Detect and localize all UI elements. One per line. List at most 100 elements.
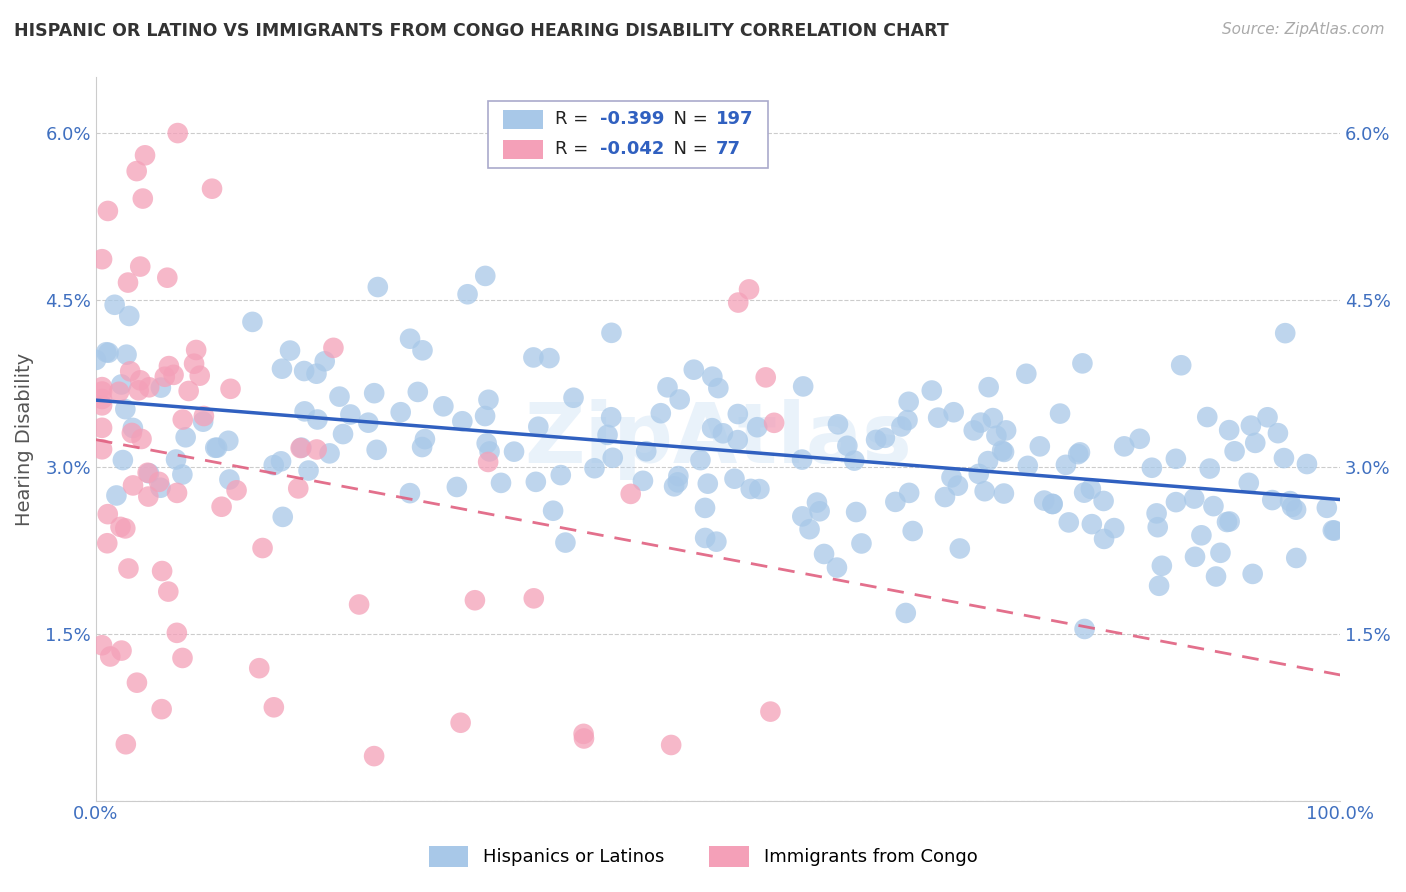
Point xyxy=(114,737,136,751)
Point xyxy=(550,468,572,483)
Point xyxy=(894,606,917,620)
Point xyxy=(695,531,717,545)
Point xyxy=(727,295,749,310)
Point xyxy=(122,478,145,492)
Point xyxy=(1296,457,1319,471)
Point xyxy=(121,425,143,440)
Point xyxy=(217,434,239,448)
Point xyxy=(172,467,194,482)
Point xyxy=(294,404,316,418)
Point xyxy=(1015,367,1038,381)
Point xyxy=(682,362,704,376)
Point xyxy=(583,461,606,475)
Point xyxy=(1184,549,1206,564)
Point xyxy=(1205,569,1227,583)
Point xyxy=(1150,558,1173,573)
Point xyxy=(825,560,848,574)
Point xyxy=(205,441,228,455)
Point xyxy=(297,464,319,478)
Point xyxy=(1114,439,1136,453)
Point xyxy=(711,426,734,441)
Point xyxy=(406,384,429,399)
Point xyxy=(1080,482,1102,496)
Point xyxy=(1219,515,1241,529)
Point xyxy=(91,380,114,394)
Point xyxy=(172,651,194,665)
Text: N =: N = xyxy=(662,140,714,158)
Point xyxy=(970,416,993,430)
Point xyxy=(399,332,422,346)
Point xyxy=(740,482,762,496)
Point xyxy=(1146,520,1168,534)
Point xyxy=(91,384,114,399)
Y-axis label: Hearing Disability: Hearing Disability xyxy=(15,352,34,525)
Point xyxy=(91,442,114,457)
Point xyxy=(188,368,211,383)
Point xyxy=(524,475,547,489)
Point xyxy=(211,500,233,514)
Point xyxy=(111,453,134,467)
Text: -0.042: -0.042 xyxy=(600,140,664,158)
Point xyxy=(1244,436,1267,450)
Point xyxy=(1092,532,1115,546)
Point xyxy=(129,373,152,387)
Point xyxy=(1073,622,1095,636)
Point xyxy=(287,482,309,496)
Point xyxy=(98,649,121,664)
Point xyxy=(1057,516,1080,530)
Point xyxy=(657,380,679,394)
Point xyxy=(174,430,197,444)
Point xyxy=(97,507,120,521)
Point xyxy=(977,454,1000,468)
Point xyxy=(186,343,208,357)
Point xyxy=(693,500,716,515)
Point xyxy=(489,475,512,490)
Point xyxy=(97,203,120,218)
Point xyxy=(1202,499,1225,513)
Point xyxy=(1102,521,1125,535)
Point xyxy=(1285,502,1308,516)
Point xyxy=(602,450,624,465)
Point xyxy=(138,490,160,504)
Point xyxy=(1198,461,1220,475)
Point xyxy=(1147,579,1170,593)
Point xyxy=(1241,566,1264,581)
Point xyxy=(305,367,328,381)
Text: R =: R = xyxy=(555,111,595,128)
Point xyxy=(464,593,486,607)
Point xyxy=(1042,497,1064,511)
Point xyxy=(166,126,188,140)
Point xyxy=(700,421,723,435)
Point xyxy=(1170,358,1192,372)
Point xyxy=(689,453,711,467)
Legend: Hispanics or Latinos, Immigrants from Congo: Hispanics or Latinos, Immigrants from Co… xyxy=(422,838,984,874)
Point xyxy=(290,441,312,455)
Text: 197: 197 xyxy=(716,111,754,128)
Point xyxy=(572,731,595,746)
Point xyxy=(125,164,148,178)
Point xyxy=(844,453,866,467)
Point xyxy=(1223,444,1246,458)
Text: -0.399: -0.399 xyxy=(600,111,664,128)
Point xyxy=(1081,517,1104,532)
Point xyxy=(153,369,176,384)
Text: 77: 77 xyxy=(716,140,741,158)
Point xyxy=(150,564,173,578)
Point xyxy=(363,386,385,401)
Point xyxy=(897,394,920,409)
Point xyxy=(157,359,180,373)
Point xyxy=(1316,500,1339,515)
Point xyxy=(851,536,873,550)
Point xyxy=(600,410,623,425)
Point xyxy=(1218,423,1240,437)
Point xyxy=(1257,410,1279,425)
Point xyxy=(138,467,160,481)
Point xyxy=(837,439,859,453)
Point xyxy=(114,402,136,417)
Point xyxy=(432,400,454,414)
Point xyxy=(475,436,498,450)
Point xyxy=(474,268,496,283)
Point xyxy=(707,381,730,395)
Point xyxy=(522,351,544,365)
Point xyxy=(808,504,831,518)
